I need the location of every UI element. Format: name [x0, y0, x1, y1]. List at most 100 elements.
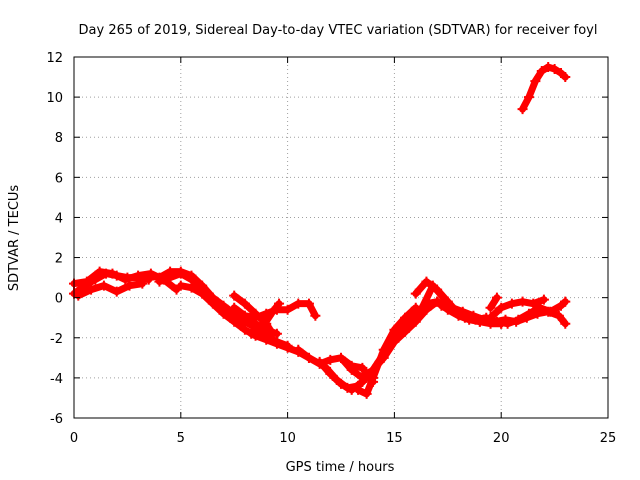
y-tick-label: -4	[50, 372, 63, 387]
series-track-17	[485, 294, 549, 323]
data-point	[421, 304, 432, 315]
data-point	[98, 280, 109, 291]
data-point	[165, 272, 176, 283]
series-track-14	[353, 302, 421, 399]
y-tick-label: 2	[55, 252, 63, 267]
data-point	[479, 314, 490, 325]
data-point	[491, 316, 502, 327]
data-point	[261, 334, 272, 345]
data-point	[400, 312, 411, 323]
data-point	[368, 372, 379, 383]
data-point	[549, 64, 560, 75]
data-point	[560, 318, 571, 329]
x-tick-label: 20	[493, 431, 510, 446]
y-axis-label: SDTVAR / TECUs	[7, 185, 22, 292]
x-tick-label: 15	[386, 431, 403, 446]
data-point	[410, 316, 421, 327]
data-point	[436, 300, 447, 311]
data-point	[186, 282, 197, 293]
data-point	[271, 338, 282, 349]
data-point	[267, 306, 278, 317]
data-point	[229, 290, 240, 301]
data-point	[346, 364, 357, 375]
series-line	[487, 294, 501, 312]
data-point	[485, 312, 496, 323]
data-point	[293, 344, 304, 355]
data-point	[107, 268, 118, 279]
data-point	[197, 288, 208, 299]
data-point	[325, 354, 336, 365]
y-tick-label: 4	[55, 211, 63, 226]
x-tick-label: 25	[600, 431, 617, 446]
data-point	[506, 298, 517, 309]
data-point	[111, 286, 122, 297]
data-point	[361, 388, 372, 399]
data-point	[239, 324, 250, 335]
data-point	[502, 318, 513, 329]
data-point	[517, 104, 528, 115]
y-tick-label: 6	[55, 171, 63, 186]
data-point	[94, 266, 105, 277]
series-track-3	[73, 278, 148, 301]
data-point	[543, 62, 554, 73]
data-point	[538, 294, 549, 305]
y-tick-label: -2	[50, 332, 63, 347]
data-point	[303, 352, 314, 363]
data-point	[517, 296, 528, 307]
data-point	[229, 316, 240, 327]
data-point	[534, 302, 545, 313]
data-point	[250, 312, 261, 323]
data-point	[400, 326, 411, 337]
data-point	[457, 306, 468, 317]
data-point	[143, 270, 154, 281]
data-point	[154, 276, 165, 287]
y-tick-label: 8	[55, 131, 63, 146]
series-track-18	[491, 296, 571, 329]
data-point	[536, 66, 547, 77]
data-point	[133, 270, 144, 281]
data-point	[218, 308, 229, 319]
x-tick-label: 0	[70, 431, 78, 446]
data-point	[523, 92, 534, 103]
x-axis-label: GPS time / hours	[286, 460, 395, 475]
data-point	[310, 310, 321, 321]
data-point	[175, 280, 186, 291]
y-tick-label: 12	[46, 51, 63, 66]
series-track-9	[246, 298, 285, 339]
data-layer	[69, 62, 571, 399]
x-tick-label: 10	[279, 431, 296, 446]
data-point	[274, 298, 285, 309]
data-point	[73, 290, 84, 301]
series-track-19	[485, 292, 502, 313]
data-point	[447, 302, 458, 313]
data-point	[321, 362, 332, 373]
grid-layer	[74, 57, 608, 418]
series-line	[247, 300, 283, 338]
data-point	[553, 310, 564, 321]
data-point	[378, 344, 389, 355]
data-point	[421, 276, 432, 287]
data-point	[336, 352, 346, 363]
data-point	[314, 356, 325, 367]
data-point	[560, 72, 571, 83]
y-tick-label: 0	[55, 292, 63, 307]
data-point	[432, 284, 443, 295]
data-point	[353, 384, 364, 395]
data-point	[256, 322, 267, 333]
data-point	[124, 280, 135, 291]
data-point	[282, 342, 293, 353]
data-point	[239, 310, 250, 321]
y-tick-label: 10	[46, 91, 63, 106]
data-point	[513, 314, 524, 325]
data-point	[410, 288, 421, 299]
data-point	[496, 302, 507, 313]
data-point	[530, 76, 541, 87]
data-point	[528, 298, 539, 309]
data-point	[410, 302, 421, 313]
y-tick-label: -6	[50, 412, 63, 427]
data-point	[239, 298, 250, 309]
data-point	[560, 296, 571, 307]
data-point	[545, 306, 556, 317]
data-point	[389, 324, 400, 335]
